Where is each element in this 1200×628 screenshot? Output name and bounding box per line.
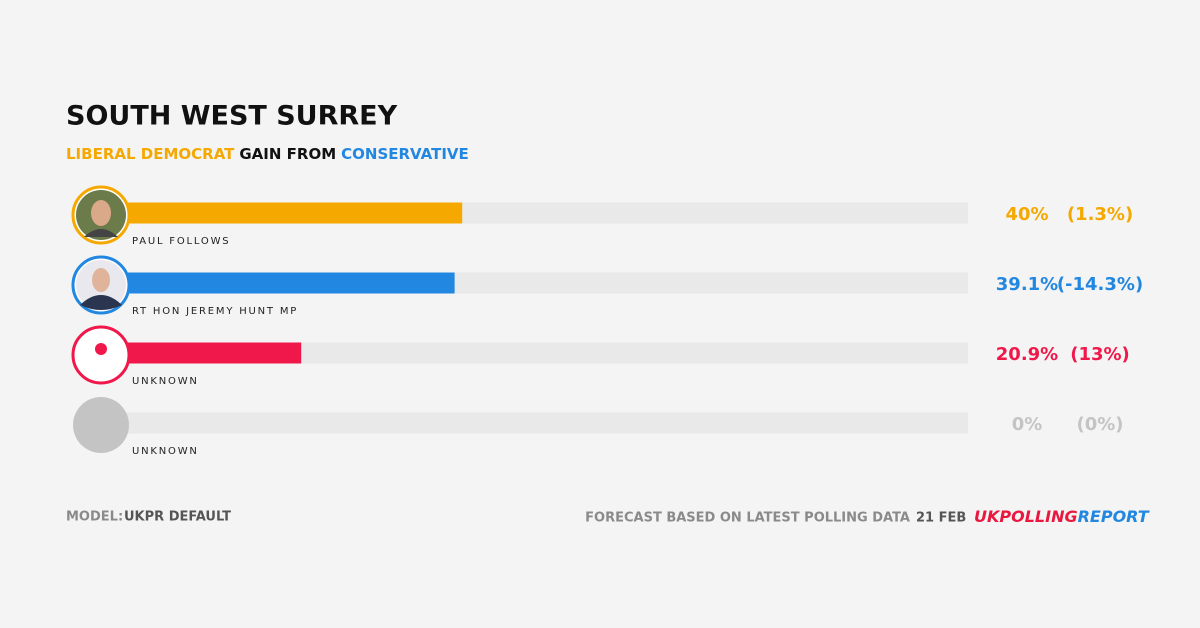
logo: UKPOLLINGREPORT [974,507,1150,526]
share-label: 40% [1005,204,1048,225]
subtitle-part: GAIN FROM [239,145,336,163]
subtitle-part: CONSERVATIVE [341,145,469,163]
chart-title: SOUTH WEST SURREY [66,101,398,132]
avatar [71,255,131,315]
candidate-name: RT HON JEREMY HUNT MP [132,306,298,317]
bar [125,342,302,364]
forecast-date: 21 FEB [916,511,966,526]
avatar-face [91,200,111,226]
rose-stem [93,361,109,375]
forecast-note: FORECAST BASED ON LATEST POLLING DATA [585,511,910,526]
avatar-body [84,229,118,237]
avatar [71,185,131,245]
candidate-name: UNKNOWN [132,446,199,457]
share-label: 39.1% [996,274,1058,295]
avatar-face [92,268,110,292]
logo-part: UK [974,507,1001,526]
subtitle: LIBERAL DEMOCRAT GAIN FROM CONSERVATIVE [66,145,469,163]
bar-track [125,342,968,364]
avatar [73,397,129,453]
bar [125,272,455,294]
candidate-name: PAUL FOLLOWS [132,236,230,247]
bar-track [125,412,968,434]
bar [125,202,463,224]
avatar-body [80,295,122,310]
change-label: (13%) [1070,344,1130,365]
candidate-name: UNKNOWN [132,376,199,387]
logo-part: REPORT [1078,507,1150,526]
subtitle-part: LIBERAL DEMOCRAT [66,145,235,163]
avatar-circle [73,397,129,453]
change-label: (-14.3%) [1057,274,1143,295]
avatar [71,325,131,385]
share-label: 0% [1012,414,1043,435]
change-label: (0%) [1076,414,1123,435]
change-label: (1.3%) [1067,204,1133,225]
model: UKPR DEFAULT [124,510,231,525]
share-label: 20.9% [996,344,1058,365]
rose-inner [95,343,107,355]
footer: MODEL: UKPR DEFAULT FORECAST BASED ON LATE… [66,507,1150,526]
logo-part: POLLING [999,507,1077,526]
model-label: MODEL: [66,510,123,525]
